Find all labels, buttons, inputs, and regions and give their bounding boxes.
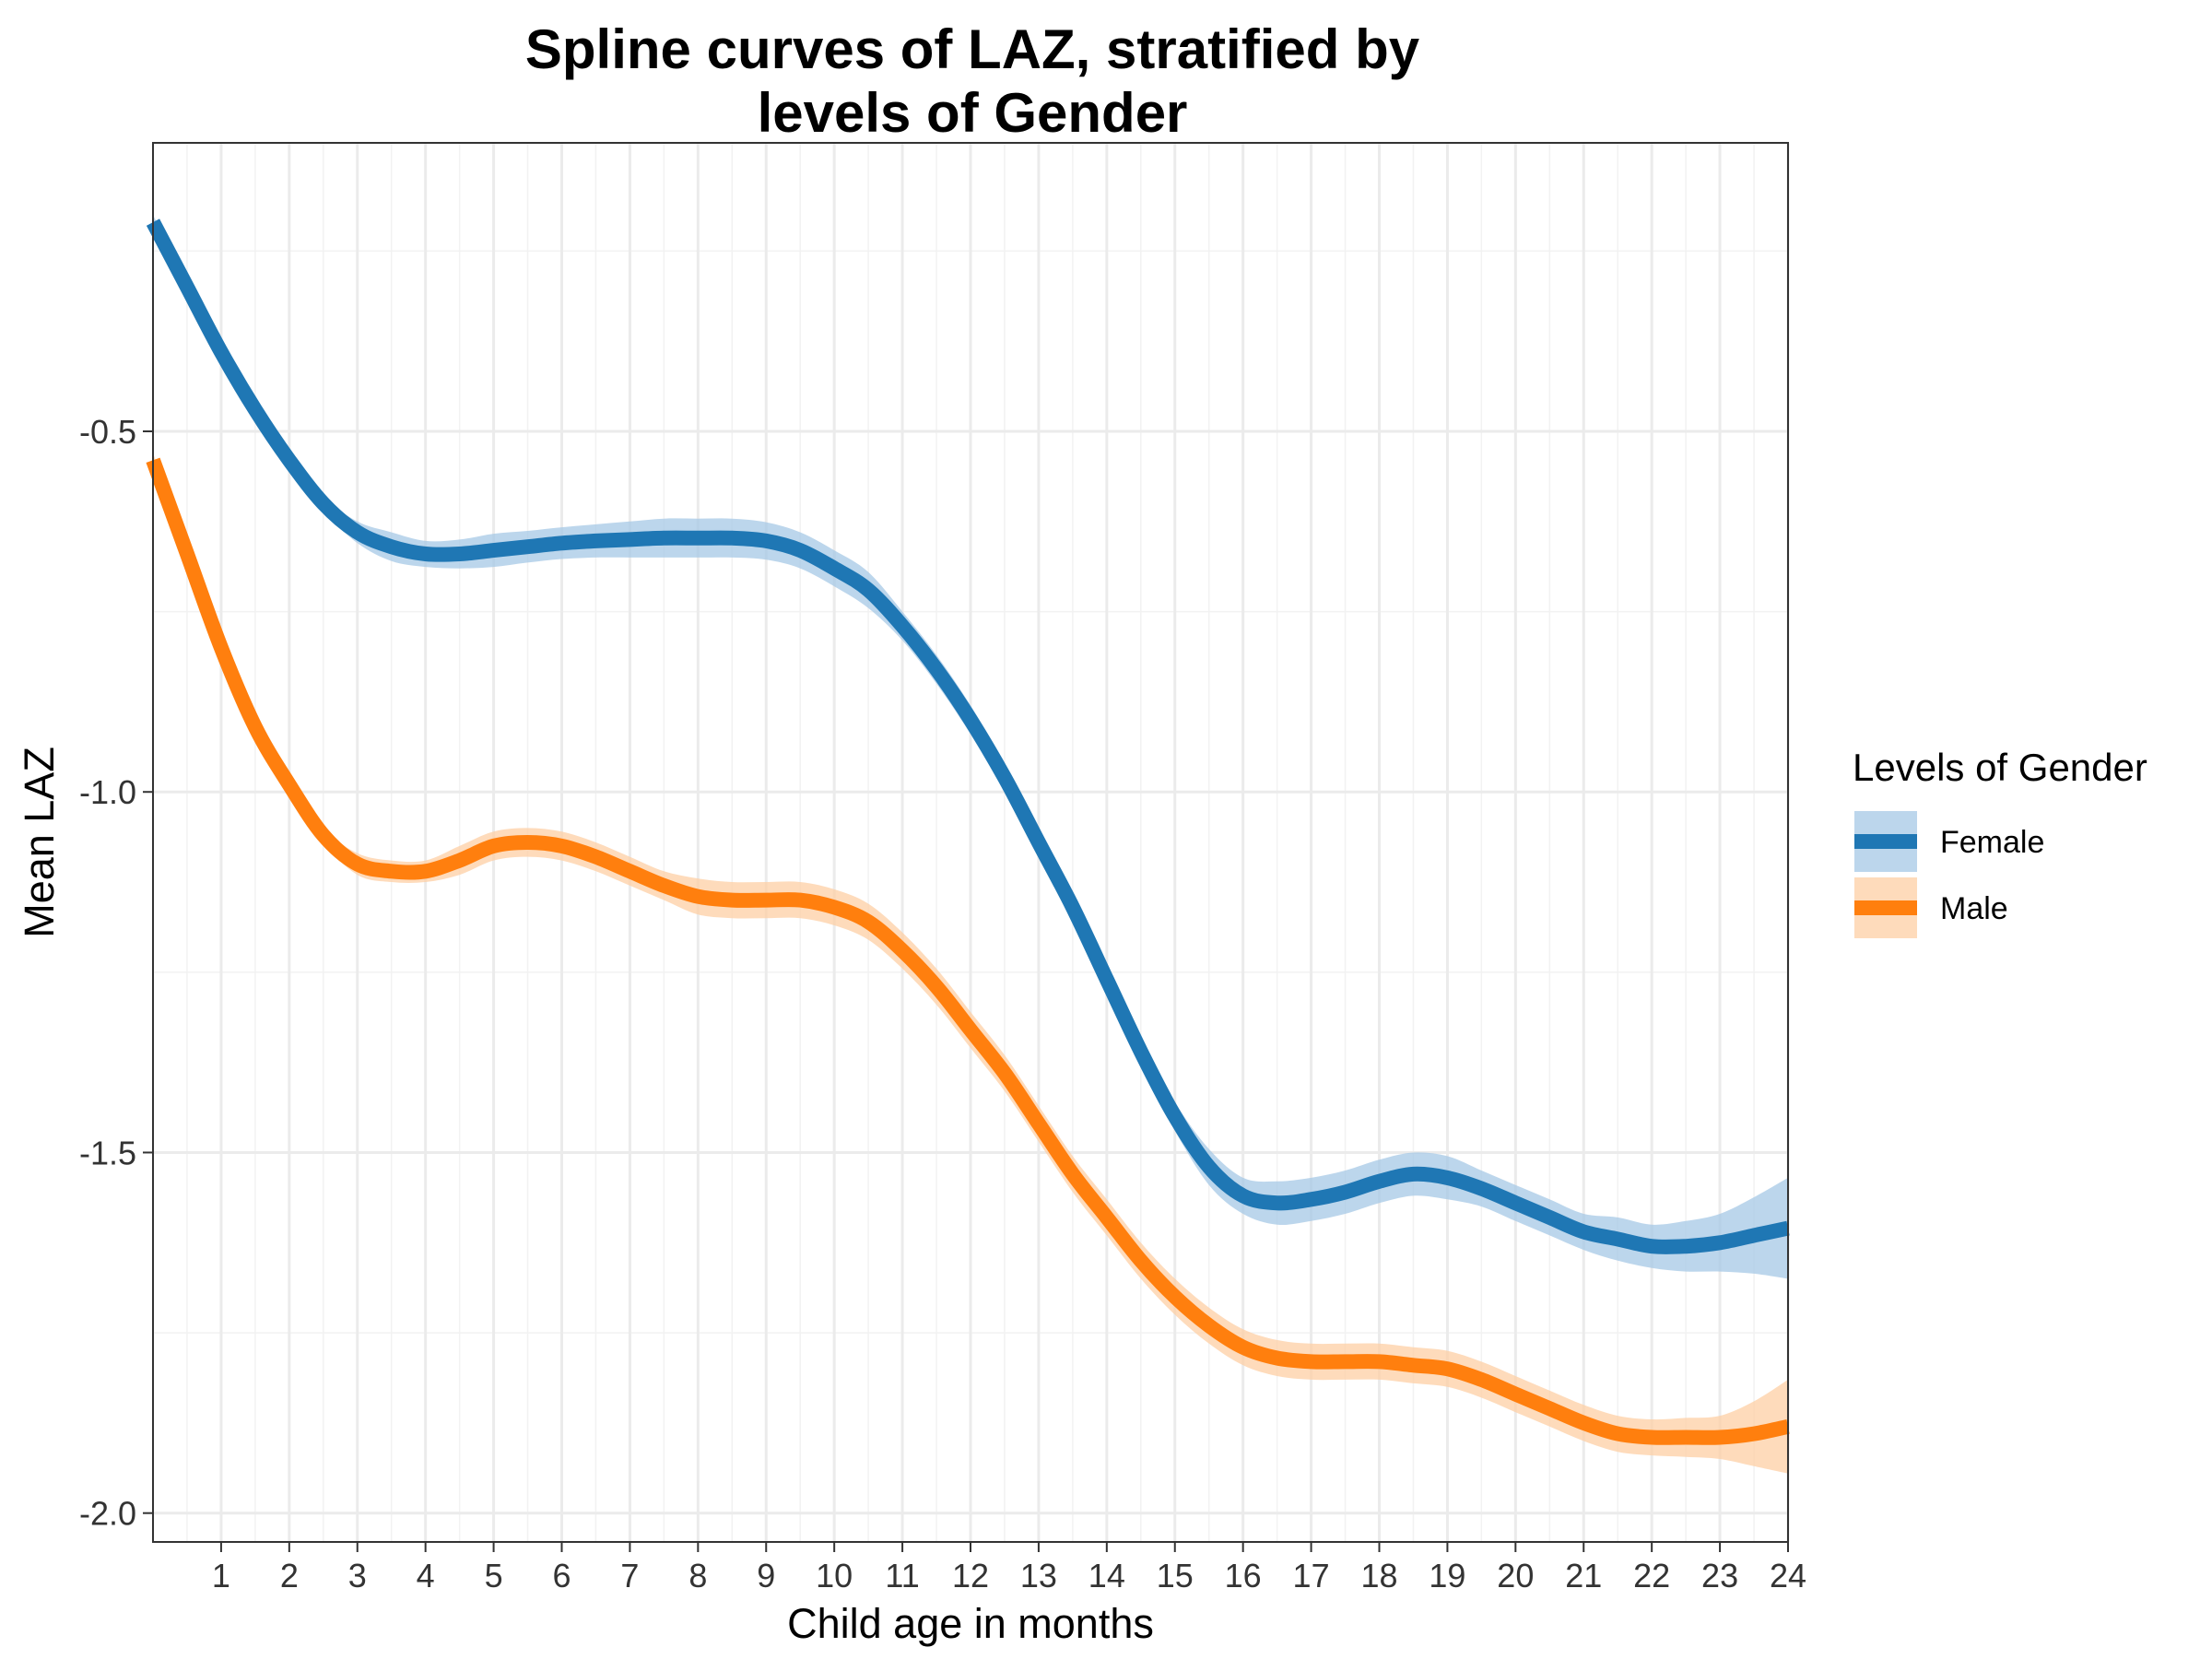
x-tick-label: 16 [1225, 1557, 1262, 1594]
x-tick-label: 3 [348, 1557, 367, 1594]
x-tick-label: 15 [1157, 1557, 1194, 1594]
x-tick-label: 12 [952, 1557, 989, 1594]
x-tick-label: 6 [552, 1557, 571, 1594]
y-axis: -2.0 -1.5 -1.0 -0.5 [79, 413, 153, 1533]
x-tick-label: 10 [816, 1557, 853, 1594]
series-lines [146, 218, 1790, 1445]
y-axis-title: Mean LAZ [16, 747, 63, 938]
x-tick-label: 18 [1360, 1557, 1397, 1594]
legend: Levels of Gender Female Male [1853, 746, 2147, 938]
grid-major [153, 143, 1790, 1542]
x-tick-label: 2 [280, 1557, 299, 1594]
x-tick-label: 1 [212, 1557, 230, 1594]
plot-panel [146, 142, 1790, 1543]
y-tick-label: -1.5 [79, 1134, 136, 1171]
female-series-line [146, 218, 1790, 1254]
x-tick-label: 24 [1770, 1557, 1806, 1594]
legend-label-female: Female [1940, 825, 2044, 860]
legend-title: Levels of Gender [1853, 746, 2147, 789]
y-tick-label: -1.0 [79, 773, 136, 811]
chart-title-line2: levels of Gender [758, 82, 1188, 144]
y-tick-label: -2.0 [79, 1495, 136, 1533]
x-tick-label: 17 [1293, 1557, 1330, 1594]
chart-title-line1: Spline curves of LAZ, stratified by [525, 18, 1420, 80]
male-series-line [146, 457, 1790, 1445]
x-tick-label: 20 [1497, 1557, 1534, 1594]
x-axis-title: Child age in months [787, 1600, 1154, 1647]
legend-label-male: Male [1940, 891, 2008, 926]
x-tick-label: 4 [417, 1557, 435, 1594]
x-tick-label: 21 [1565, 1557, 1602, 1594]
x-tick-label: 22 [1633, 1557, 1670, 1594]
x-tick-label: 11 [885, 1557, 919, 1594]
x-tick-label: 23 [1701, 1557, 1738, 1594]
x-axis: 1 2 3 4 5 6 7 8 9 10 11 12 13 14 15 16 17 18 19 20 21 22 23 24 [212, 1542, 1806, 1594]
x-tick-label: 13 [1020, 1557, 1057, 1594]
x-tick-label: 8 [688, 1557, 707, 1594]
x-tick-label: 9 [757, 1557, 775, 1594]
x-tick-label: 7 [620, 1557, 639, 1594]
x-tick-label: 19 [1429, 1557, 1465, 1594]
x-tick-label: 5 [485, 1557, 503, 1594]
x-tick-label: 14 [1088, 1557, 1125, 1594]
y-tick-label: -0.5 [79, 413, 136, 451]
